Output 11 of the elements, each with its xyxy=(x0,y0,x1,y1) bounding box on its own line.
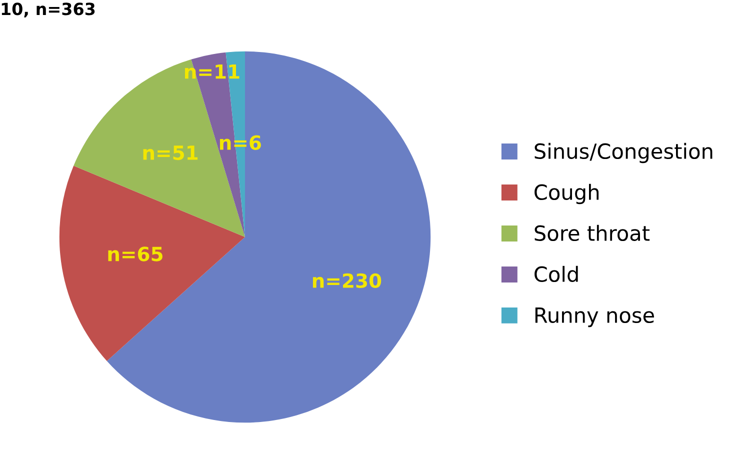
legend-label: Sinus/Congestion xyxy=(534,142,712,164)
data-label: n=65 xyxy=(108,246,162,262)
legend-label: Cough xyxy=(534,184,599,204)
legend-label: Cold xyxy=(534,266,578,282)
chart-title: 10, n=363 xyxy=(2,2,95,18)
data-label: n=51 xyxy=(143,146,198,160)
legend-label: Sore throat xyxy=(534,224,650,242)
data-label: n=230 xyxy=(312,273,382,288)
legend-label: Runny nose xyxy=(535,308,654,328)
data-label: n=6 xyxy=(220,135,261,150)
data-label: n=11 xyxy=(185,64,240,79)
